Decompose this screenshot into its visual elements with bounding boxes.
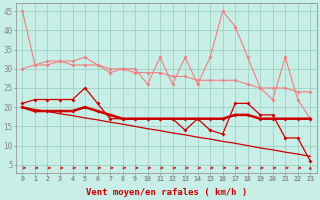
X-axis label: Vent moyen/en rafales ( km/h ): Vent moyen/en rafales ( km/h ) <box>86 188 247 197</box>
